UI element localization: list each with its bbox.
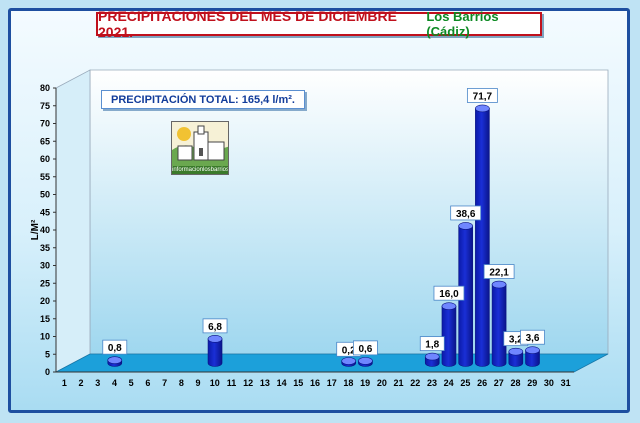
x-tick-label: 13 [260, 378, 270, 388]
svg-text:22,1: 22,1 [489, 268, 509, 279]
x-tick-label: 2 [79, 378, 84, 388]
chart-location: Los Barrios (Cádiz) [426, 9, 499, 39]
total-precipitation-note: PRECIPITACIÓN TOTAL: 165,4 l/m². [101, 90, 305, 109]
bar [341, 357, 357, 367]
svg-text:38,6: 38,6 [456, 209, 476, 220]
x-tick-label: 19 [360, 378, 370, 388]
chart-bars [107, 104, 540, 367]
x-tick-label: 15 [293, 378, 303, 388]
data-label: 1,8 [419, 336, 445, 352]
chart-title: PRECIPITACIONES DEL MES DE DICIEMBRE 202… [98, 8, 397, 40]
y-tick-label: 60 [40, 154, 50, 164]
bar [107, 356, 123, 367]
bar [491, 280, 507, 367]
x-tick-label: 12 [243, 378, 253, 388]
y-tick-label: 40 [40, 225, 50, 235]
x-tick-label: 1 [62, 378, 67, 388]
bar [207, 335, 223, 367]
x-tick-label: 23 [427, 378, 437, 388]
x-tick-label: 30 [544, 378, 554, 388]
x-tick-label: 8 [179, 378, 184, 388]
svg-text:0,2: 0,2 [342, 345, 356, 356]
data-label: 3,6 [520, 329, 545, 345]
y-tick-label: 70 [40, 119, 50, 129]
y-tick-label: 80 [40, 83, 50, 93]
x-tick-label: 25 [460, 378, 470, 388]
bar [508, 347, 524, 367]
x-tick-label: 3 [95, 378, 100, 388]
svg-text:71,7: 71,7 [473, 91, 493, 102]
bar [458, 222, 473, 367]
y-tick-label: 20 [40, 296, 50, 306]
site-logo: informacionlosbarrios [171, 121, 229, 175]
x-tick-label: 16 [310, 378, 320, 388]
data-label: 0,6 [353, 340, 378, 356]
data-label: 6,8 [202, 318, 228, 334]
y-tick-label: 55 [40, 172, 50, 182]
x-tick-label: 11 [227, 378, 237, 388]
svg-text:0,6: 0,6 [358, 344, 372, 355]
x-tick-label: 5 [129, 378, 134, 388]
data-label: 38,6 [450, 205, 482, 221]
y-tick-label: 30 [40, 261, 50, 271]
chart-side-wall [55, 69, 91, 373]
svg-text:16,0: 16,0 [439, 289, 459, 300]
y-tick-label: 65 [40, 136, 50, 146]
y-tick-label: 45 [40, 207, 50, 217]
chart-title-box: PRECIPITACIONES DEL MES DE DICIEMBRE 202… [96, 8, 542, 40]
svg-text:3,6: 3,6 [526, 333, 540, 344]
y-tick-label: 5 [45, 349, 50, 359]
y-tick-label: 75 [40, 101, 50, 111]
x-tick-label: 7 [162, 378, 167, 388]
x-tick-label: 6 [145, 378, 150, 388]
y-tick-label: 35 [40, 243, 50, 253]
svg-text:0,8: 0,8 [108, 343, 122, 354]
y-tick-label: 15 [40, 314, 50, 324]
x-tick-label: 31 [561, 378, 571, 388]
x-tick-label: 22 [410, 378, 420, 388]
data-label: 0,8 [102, 339, 128, 355]
x-tick-label: 29 [527, 378, 537, 388]
y-axis-label: L/M² [30, 219, 41, 240]
bar [475, 104, 490, 367]
y-tick-label: 0 [45, 367, 50, 377]
data-label: 22,1 [483, 264, 515, 279]
bar [358, 357, 373, 367]
svg-text:6,8: 6,8 [208, 322, 222, 333]
data-label: 16,0 [433, 285, 465, 301]
svg-text:3,2: 3,2 [509, 335, 523, 346]
x-tick-label: 27 [494, 378, 504, 388]
x-tick-label: 9 [196, 378, 201, 388]
x-tick-label: 28 [511, 378, 521, 388]
x-tick-label: 4 [112, 378, 117, 388]
bar [525, 346, 540, 367]
x-tick-label: 26 [477, 378, 487, 388]
chart-floor [55, 353, 609, 373]
x-tick-label: 24 [444, 378, 454, 388]
chart-back-wall [89, 69, 609, 355]
x-tick-label: 14 [277, 378, 287, 388]
x-tick-label: 10 [210, 378, 220, 388]
y-tick-label: 50 [40, 190, 50, 200]
svg-text:1,8: 1,8 [425, 340, 439, 351]
y-tick-label: 10 [40, 332, 50, 342]
logo-caption: informacionlosbarrios [172, 166, 228, 174]
bar [424, 352, 440, 367]
chart-data-labels: 0,8 6,8 0,2 0,6 1,8 16,0 38,6 71,7 22,1 3,2 3,6 [102, 88, 545, 357]
x-tick-label: 20 [377, 378, 387, 388]
x-tick-label: 21 [394, 378, 404, 388]
bar [441, 302, 457, 367]
x-tick-label: 17 [327, 378, 337, 388]
data-label: 71,7 [466, 88, 498, 103]
x-tick-label: 18 [343, 378, 353, 388]
logo-image [172, 122, 228, 174]
y-tick-label: 25 [40, 278, 50, 288]
